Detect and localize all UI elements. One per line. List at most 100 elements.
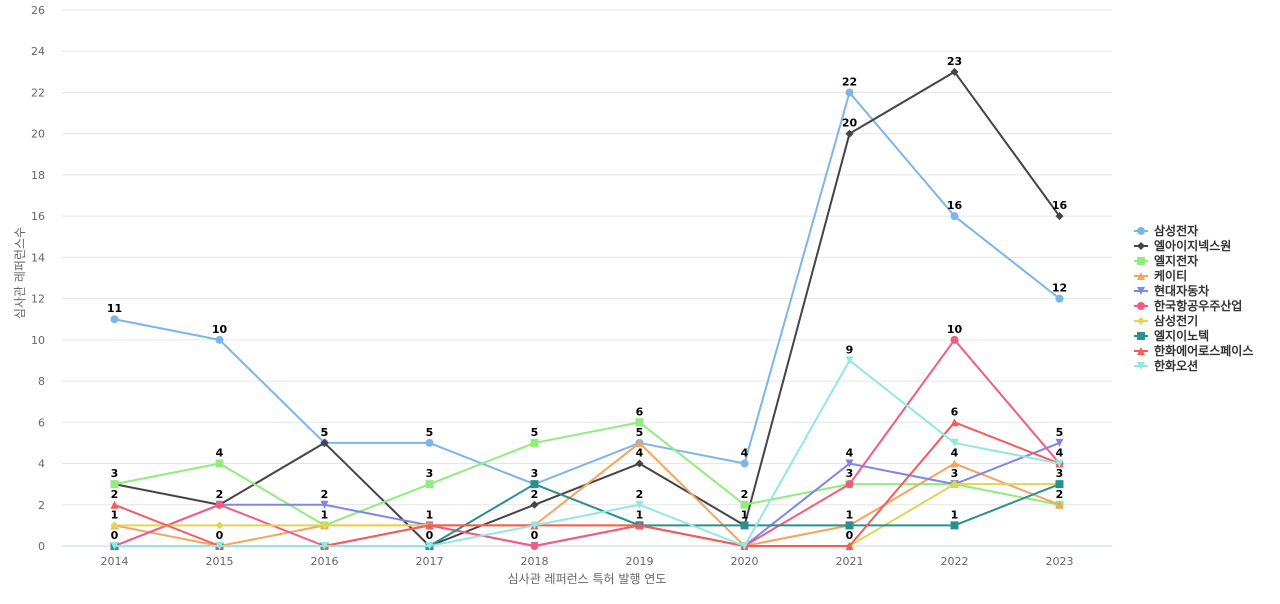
data-label: 22 — [842, 75, 857, 88]
data-label: 2 — [111, 488, 119, 501]
series-1[interactable] — [110, 88, 1064, 489]
legend[interactable]: 삼성전자엘아이지넥스원엘지전자케이티현대자동차한국항공우주산업삼성전기엘지이노텍… — [1134, 223, 1253, 373]
series-5[interactable] — [110, 438, 1064, 550]
series-3[interactable] — [110, 418, 1064, 530]
data-point — [740, 542, 749, 550]
data-point — [215, 459, 224, 468]
y-tick-label: 22 — [31, 86, 45, 99]
data-point — [320, 542, 329, 550]
x-tick-label: 2017 — [416, 555, 444, 568]
legend-label: 엘지전자 — [1154, 253, 1198, 268]
legend-symbol — [1137, 332, 1145, 340]
data-point — [110, 500, 119, 509]
data-point — [635, 418, 644, 427]
y-tick-label: 18 — [31, 169, 45, 182]
series-6[interactable] — [110, 335, 1064, 550]
data-label: 10 — [212, 323, 228, 336]
y-axis-title: 심사관 레퍼런스수 — [13, 227, 27, 319]
data-point — [1055, 438, 1064, 447]
data-point — [845, 542, 854, 550]
data-point — [1055, 294, 1064, 303]
data-label: 0 — [426, 529, 434, 542]
data-label: 0 — [846, 529, 854, 542]
legend-item[interactable]: 삼성전자 — [1134, 223, 1198, 238]
data-label: 20 — [842, 117, 858, 130]
data-point — [215, 500, 224, 509]
data-label: 1 — [951, 508, 959, 521]
legend-item[interactable]: 엘아이지넥스원 — [1134, 238, 1231, 253]
legend-item[interactable]: 케이티 — [1134, 268, 1187, 283]
data-label: 5 — [636, 426, 644, 439]
series-10[interactable] — [110, 356, 1064, 550]
data-label: 1 — [321, 508, 329, 521]
data-label: 4 — [636, 447, 644, 460]
data-label: 3 — [846, 467, 854, 480]
data-point — [215, 335, 224, 344]
data-point — [950, 438, 959, 447]
data-label: 3 — [951, 467, 959, 480]
data-label: 4 — [216, 447, 224, 460]
data-label: 0 — [111, 529, 119, 542]
data-label: 1 — [846, 508, 854, 521]
legend-label: 한화에어로스페이스 — [1154, 343, 1253, 358]
data-label: 12 — [1052, 282, 1067, 295]
data-label: 0 — [216, 529, 224, 542]
legend-label: 엘지이노텍 — [1154, 328, 1209, 343]
data-label: 10 — [947, 323, 963, 336]
data-label: 3 — [111, 467, 119, 480]
data-label: 3 — [426, 467, 434, 480]
legend-item[interactable]: 한화에어로스페이스 — [1134, 343, 1253, 358]
data-label: 9 — [846, 343, 854, 356]
legend-item[interactable]: 한국항공우주산업 — [1134, 298, 1242, 313]
data-point — [320, 500, 329, 509]
series-4[interactable] — [110, 438, 1064, 550]
data-point — [950, 459, 959, 468]
data-point — [740, 500, 749, 509]
legend-item[interactable]: 삼성전기 — [1134, 313, 1198, 328]
y-tick-label: 26 — [31, 4, 45, 17]
legend-label: 삼성전자 — [1154, 223, 1198, 238]
data-point — [950, 418, 959, 427]
data-label: 5 — [426, 426, 434, 439]
data-label: 3 — [531, 467, 539, 480]
data-point — [215, 521, 224, 530]
data-point — [425, 542, 434, 550]
legend-symbol — [1137, 362, 1145, 370]
data-point — [845, 129, 854, 138]
y-tick-label: 20 — [31, 128, 45, 141]
data-label: 3 — [1056, 467, 1064, 480]
legend-symbol — [1137, 302, 1145, 310]
legend-item[interactable]: 엘지이노텍 — [1134, 328, 1209, 343]
legend-item[interactable]: 엘지전자 — [1134, 253, 1198, 268]
data-point — [1055, 480, 1064, 489]
legend-item[interactable]: 현대자동차 — [1134, 283, 1209, 298]
x-tick-label: 2015 — [206, 555, 234, 568]
legend-symbol — [1137, 347, 1145, 355]
data-point — [1055, 459, 1064, 468]
data-label: 16 — [1052, 199, 1068, 212]
x-tick-label: 2022 — [941, 555, 969, 568]
data-label: 5 — [1056, 426, 1064, 439]
y-tick-label: 2 — [38, 499, 45, 512]
data-point — [110, 521, 119, 530]
data-point — [110, 542, 119, 550]
data-label: 1 — [426, 508, 434, 521]
data-point — [845, 356, 854, 365]
data-point — [530, 542, 539, 550]
legend-item[interactable]: 한화오션 — [1134, 358, 1198, 373]
series-line — [114, 70, 1061, 547]
series-line — [114, 359, 1060, 547]
legend-symbol — [1137, 257, 1145, 265]
y-tick-label: 6 — [38, 416, 45, 429]
y-tick-label: 16 — [31, 210, 45, 223]
x-tick-label: 2016 — [311, 555, 339, 568]
data-point — [950, 521, 959, 530]
data-point — [110, 315, 119, 324]
data-point — [1055, 212, 1064, 221]
x-tick-label: 2020 — [731, 555, 759, 568]
data-label: 4 — [951, 447, 959, 460]
data-point — [110, 480, 119, 489]
